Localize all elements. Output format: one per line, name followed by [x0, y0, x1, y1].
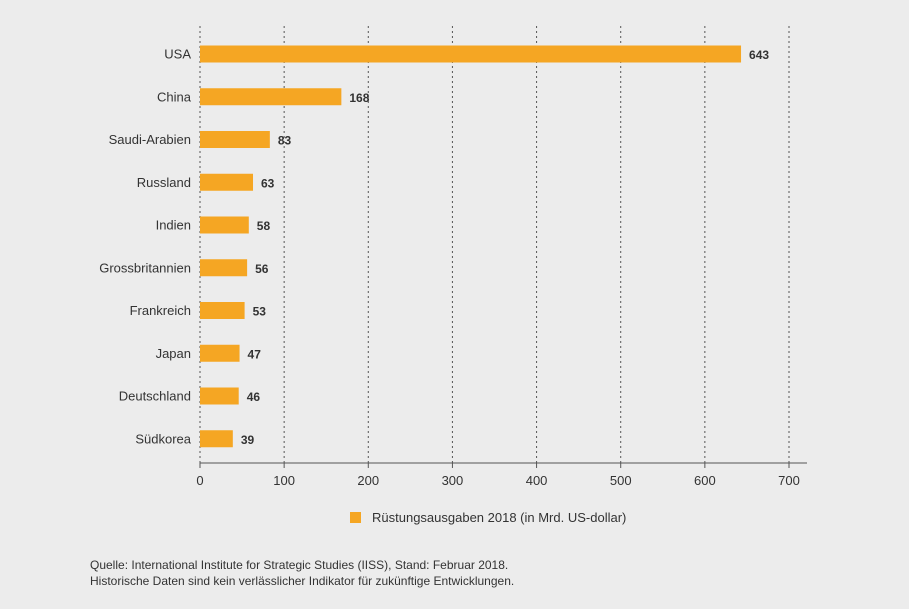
bar	[200, 430, 233, 448]
category-label: Saudi-Arabien	[109, 132, 191, 147]
x-tick-label: 600	[694, 473, 716, 488]
category-label: Südkorea	[135, 431, 191, 446]
data-label: 56	[255, 262, 269, 276]
data-label: 83	[278, 134, 292, 148]
x-tick-label: 400	[526, 473, 548, 488]
category-label: Frankreich	[130, 303, 191, 318]
bars	[200, 45, 742, 448]
category-label: China	[157, 89, 192, 104]
data-label: 643	[749, 48, 769, 62]
x-tick-label: 700	[778, 473, 800, 488]
bar	[200, 259, 248, 277]
category-label: USA	[164, 47, 191, 62]
bar	[200, 344, 240, 362]
source-line-1: Quelle: International Institute for Stra…	[90, 558, 509, 572]
x-tick-label: 200	[357, 473, 379, 488]
x-tick-label: 500	[610, 473, 632, 488]
legend-swatch	[350, 512, 361, 523]
bar	[200, 216, 249, 234]
bar	[200, 173, 254, 191]
legend: Rüstungsausgaben 2018 (in Mrd. US-dollar…	[350, 510, 626, 525]
x-axis: 0 100 200 300 400 500 600 700	[196, 462, 807, 488]
bar	[200, 45, 742, 63]
category-label: Japan	[156, 346, 191, 361]
source-line-2: Historische Daten sind kein verlässliche…	[90, 574, 515, 588]
x-tick-label: 0	[196, 473, 203, 488]
bar	[200, 302, 245, 319]
data-label: 53	[253, 305, 267, 319]
category-label: Deutschland	[119, 389, 191, 404]
data-label: 46	[247, 390, 261, 404]
bar	[200, 88, 342, 106]
x-tick-label: 100	[273, 473, 295, 488]
source-note: Quelle: International Institute for Stra…	[90, 557, 514, 589]
data-labels: 643 168 83 63 58 56 53 47 46 39	[241, 48, 770, 447]
data-label: 47	[248, 347, 262, 361]
category-label: Grossbritannien	[99, 260, 191, 275]
data-label: 58	[257, 219, 271, 233]
category-labels: USA China Saudi-Arabien Russland Indien Gross…	[99, 47, 192, 447]
bar	[200, 387, 239, 405]
data-label: 63	[261, 176, 275, 190]
legend-label: Rüstungsausgaben 2018 (in Mrd. US-dollar…	[372, 510, 626, 525]
bar	[200, 131, 270, 148]
bar-chart: USA China Saudi-Arabien Russland Indien Gross…	[99, 26, 807, 525]
data-label: 39	[241, 433, 255, 447]
data-label: 168	[349, 91, 369, 105]
x-tick-label: 300	[442, 473, 464, 488]
category-label: Indien	[156, 218, 191, 233]
category-label: Russland	[137, 175, 191, 190]
